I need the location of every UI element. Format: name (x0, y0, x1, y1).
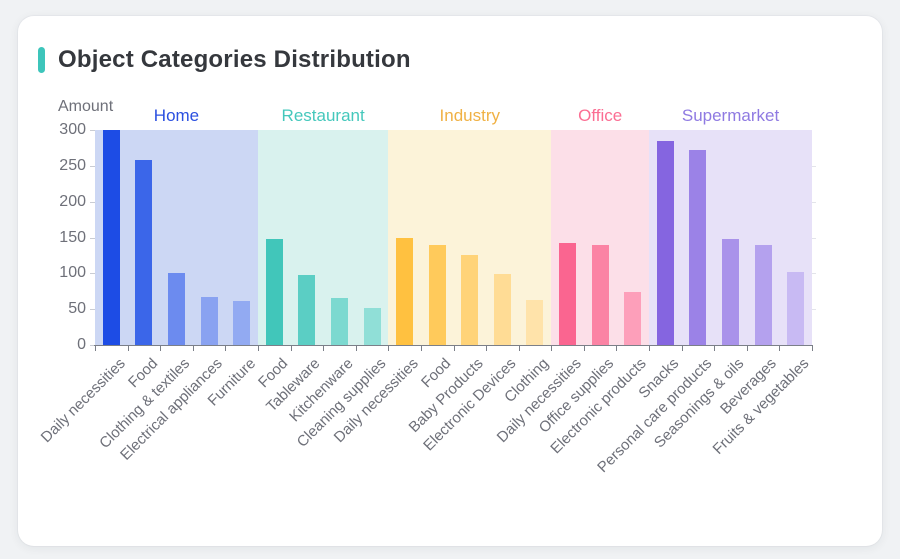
bar-restaurant-food[interactable] (265, 238, 283, 345)
bar-supermarket-snacks[interactable] (656, 140, 674, 345)
bar-home-furniture[interactable] (233, 300, 251, 345)
x-tick-mark (616, 345, 618, 351)
bar-home-clothing-textiles[interactable] (167, 272, 185, 345)
x-tick-mark (583, 345, 585, 351)
x-tick-mark (192, 345, 194, 351)
y-tick-mark-left (90, 273, 95, 275)
y-tick-label: 300 (59, 121, 86, 138)
y-tick-mark-right (812, 309, 816, 311)
y-tick-label: 0 (77, 336, 86, 353)
bar-industry-baby-products[interactable] (461, 254, 479, 345)
x-tick-mark (257, 345, 259, 351)
y-tick-label: 200 (59, 192, 86, 210)
x-tick-mark (681, 345, 683, 351)
x-tick-mark (453, 345, 455, 351)
group-label-office: Office (578, 106, 623, 125)
bar-office-office-supplies[interactable] (591, 245, 609, 345)
x-tick-mark (518, 345, 520, 351)
y-tick-mark-left (90, 309, 95, 311)
x-tick-mark (812, 345, 813, 351)
y-tick-label: 100 (59, 264, 86, 282)
x-tick-mark (420, 345, 422, 351)
y-tick-mark-left (90, 345, 95, 346)
x-tick-mark (779, 345, 781, 351)
bar-office-daily-necessities[interactable] (559, 243, 577, 345)
x-tick-mark (290, 345, 292, 351)
bar-industry-clothing[interactable] (526, 299, 544, 345)
bar-office-electronic-products[interactable] (624, 291, 642, 345)
page-title: Object Categories Distribution (58, 46, 411, 73)
y-tick-mark-left (90, 201, 95, 203)
y-tick-mark-left (90, 165, 95, 167)
x-tick-mark (388, 345, 390, 351)
x-tick-mark (746, 345, 748, 351)
bar-supermarket-personal-care-products[interactable] (689, 150, 707, 345)
x-tick-mark (95, 345, 96, 351)
chart-card: Object Categories Distribution Amount Ho… (18, 16, 882, 546)
y-tick-mark-right (812, 237, 816, 239)
bar-home-electrical-appliances[interactable] (200, 296, 218, 345)
y-tick-mark-right (812, 165, 816, 167)
bar-industry-daily-necessities[interactable] (396, 237, 414, 345)
y-tick-mark-left (90, 237, 95, 239)
x-tick-mark (160, 345, 162, 351)
bar-restaurant-kitchenware[interactable] (330, 298, 348, 345)
x-tick-mark (649, 345, 651, 351)
bar-restaurant-cleaning-supplies[interactable] (363, 308, 381, 345)
bar-supermarket-fruits-vegetables[interactable] (787, 271, 805, 345)
bar-industry-electronic-devices[interactable] (493, 274, 511, 345)
bar-supermarket-seasonings-oils[interactable] (722, 238, 740, 345)
bar-home-food[interactable] (135, 160, 153, 345)
bar-industry-food[interactable] (428, 245, 446, 345)
x-tick-mark (486, 345, 488, 351)
y-tick-mark-left (90, 130, 95, 131)
y-tick-label: 250 (59, 156, 86, 174)
y-axis-title: Amount (58, 98, 114, 115)
chart-title-row: Object Categories Distribution (38, 46, 411, 74)
bar-home-daily-necessities[interactable] (102, 130, 120, 345)
title-accent-bar (38, 47, 45, 73)
bar-supermarket-beverages[interactable] (754, 244, 772, 345)
y-tick-label: 50 (68, 300, 86, 318)
x-tick-mark (323, 345, 325, 351)
group-label-industry: Industry (439, 106, 501, 125)
bar-restaurant-tableware[interactable] (298, 275, 316, 345)
group-label-restaurant: Restaurant (281, 106, 365, 125)
y-tick-mark-right (812, 273, 816, 275)
x-tick-mark (355, 345, 357, 351)
y-tick-label: 150 (59, 228, 86, 246)
bar-chart: Home Daily necessities Food Clothing & text… (18, 16, 882, 546)
x-tick-mark (714, 345, 716, 351)
group-label-supermarket: Supermarket (681, 106, 780, 125)
group-label-home: Home (153, 106, 200, 125)
y-tick-mark-right (812, 201, 816, 203)
x-tick-mark (225, 345, 227, 351)
x-tick-mark (127, 345, 129, 351)
x-tick-mark (551, 345, 553, 351)
